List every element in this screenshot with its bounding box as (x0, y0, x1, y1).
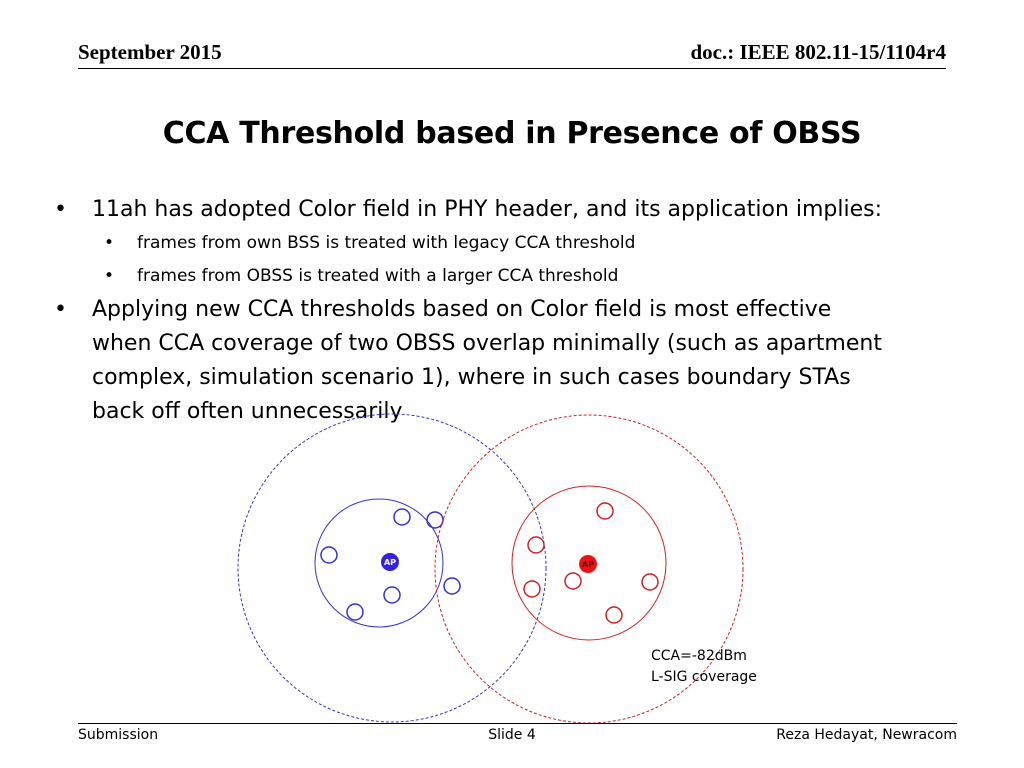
bss1-sta-node (426, 511, 444, 529)
slide-title: CCA Threshold based in Presence of OBSS (162, 116, 862, 151)
bss1-sta-node (443, 577, 461, 595)
bullet-item-2: • Applying new CCA thresholds based on C… (54, 293, 934, 429)
bss2-sta-node (564, 572, 582, 590)
bullet-item-1: • 11ah has adopted Color field in PHY he… (54, 193, 934, 227)
bss1-coverage-circle (314, 498, 444, 628)
bullet-list: • 11ah has adopted Color field in PHY he… (54, 193, 934, 429)
cca-label: CCA=-82dBm L-SIG coverage (651, 646, 757, 688)
bullet-dot: • (104, 233, 115, 253)
bss1-sta-node (393, 508, 411, 526)
bss1-sta-node (320, 546, 338, 564)
bullet-text-2-line-3: complex, simulation scenario 1), where i… (92, 365, 851, 390)
bss2-sta-node (596, 502, 614, 520)
bss2-sta-node (523, 580, 541, 598)
bullet-text-1: 11ah has adopted Color field in PHY head… (92, 197, 883, 222)
bss2-ap-label: AP (582, 560, 594, 569)
bss1-ap-label: AP (384, 558, 396, 567)
bss2-coverage-circle (511, 485, 667, 641)
bss1-cca-coverage-circle (237, 413, 547, 723)
bullet-dot: • (104, 266, 115, 286)
cca-label-line-2: L-SIG coverage (651, 669, 757, 685)
header-rule (78, 68, 946, 69)
footer-author: Reza Hedayat, Newracom (776, 727, 957, 743)
bss1-ap-node (381, 553, 399, 571)
footer-submission: Submission (78, 727, 159, 743)
sub-bullet-item-1: • frames from own BSS is treated with le… (54, 227, 934, 260)
bullet-text-2-line-4: back off often unnecessarily (92, 399, 403, 424)
footer-rule (78, 723, 957, 724)
bss2-ap-node (579, 555, 597, 573)
bullet-text-2-line-1: Applying new CCA thresholds based on Col… (92, 297, 832, 322)
bss2-sta-node (605, 606, 623, 624)
sub-bullet-text-2: frames from OBSS is treated with a large… (137, 266, 619, 286)
header-date: September 2015 (78, 40, 222, 64)
cca-label-line-1: CCA=-82dBm (651, 648, 747, 664)
footer-slide-number: Slide 4 (488, 727, 536, 743)
header-doc-id: doc.: IEEE 802.11-15/1104r4 (690, 40, 946, 64)
bullet-dot: • (54, 197, 67, 222)
bullet-text-2-line-2: when CCA coverage of two OBSS overlap mi… (92, 331, 882, 356)
bss2-sta-node (527, 536, 545, 554)
bss2-sta-node (641, 573, 659, 591)
bss1-sta-node (383, 586, 401, 604)
sub-bullet-item-2: • frames from OBSS is treated with a lar… (54, 260, 934, 293)
sub-bullet-text-1: frames from own BSS is treated with lega… (137, 233, 636, 253)
bullet-dot: • (54, 297, 67, 322)
bss1-sta-node (346, 603, 364, 621)
